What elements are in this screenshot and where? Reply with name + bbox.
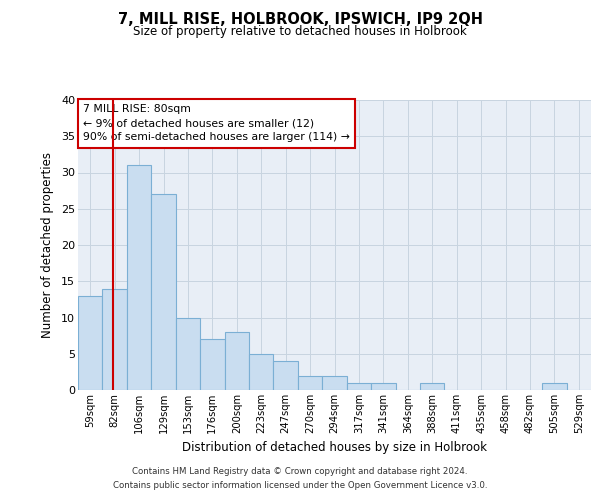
- Bar: [127, 165, 151, 390]
- Text: Size of property relative to detached houses in Holbrook: Size of property relative to detached ho…: [133, 25, 467, 38]
- Text: 7 MILL RISE: 80sqm
← 9% of detached houses are smaller (12)
90% of semi-detached: 7 MILL RISE: 80sqm ← 9% of detached hous…: [83, 104, 350, 142]
- Bar: [176, 318, 200, 390]
- Text: Contains HM Land Registry data © Crown copyright and database right 2024.: Contains HM Land Registry data © Crown c…: [132, 467, 468, 476]
- Bar: [420, 383, 445, 390]
- Bar: [347, 383, 371, 390]
- Bar: [151, 194, 176, 390]
- Bar: [249, 354, 274, 390]
- Bar: [200, 339, 224, 390]
- X-axis label: Distribution of detached houses by size in Holbrook: Distribution of detached houses by size …: [182, 442, 487, 454]
- Bar: [371, 383, 395, 390]
- Text: 7, MILL RISE, HOLBROOK, IPSWICH, IP9 2QH: 7, MILL RISE, HOLBROOK, IPSWICH, IP9 2QH: [118, 12, 482, 28]
- Bar: [298, 376, 322, 390]
- Text: Contains public sector information licensed under the Open Government Licence v3: Contains public sector information licen…: [113, 481, 487, 490]
- Bar: [322, 376, 347, 390]
- Bar: [542, 383, 566, 390]
- Bar: [103, 288, 127, 390]
- Bar: [274, 361, 298, 390]
- Bar: [78, 296, 103, 390]
- Y-axis label: Number of detached properties: Number of detached properties: [41, 152, 54, 338]
- Bar: [224, 332, 249, 390]
